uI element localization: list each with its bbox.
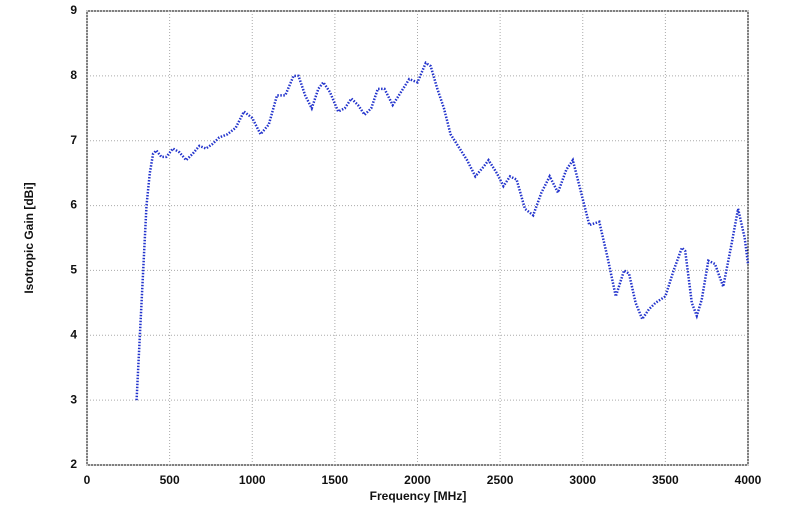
- plot-frame: [86, 10, 749, 466]
- y-tick-label: 2: [70, 457, 77, 471]
- y-tick-label: 8: [70, 68, 77, 82]
- x-tick-label: 3000: [569, 473, 596, 487]
- x-tick-label: 2500: [487, 473, 514, 487]
- x-tick-label: 2000: [404, 473, 431, 487]
- x-tick-label: 0: [84, 473, 91, 487]
- series-line: [135, 61, 750, 401]
- y-tick-label: 4: [70, 327, 77, 341]
- x-axis-label: Frequency [MHz]: [370, 489, 467, 503]
- y-tick-label: 9: [70, 3, 77, 17]
- x-tick-label: 3500: [652, 473, 679, 487]
- x-tick-label: 1500: [322, 473, 349, 487]
- y-axis-label: Isotropic Gain [dBi]: [22, 182, 36, 293]
- x-tick-label: 500: [160, 473, 180, 487]
- x-tick-label: 1000: [239, 473, 266, 487]
- y-tick-label: 3: [70, 392, 77, 406]
- x-tick-label: 4000: [735, 473, 762, 487]
- y-tick-label: 7: [70, 133, 77, 147]
- y-tick-label: 6: [70, 198, 77, 212]
- y-tick-label: 5: [70, 263, 77, 277]
